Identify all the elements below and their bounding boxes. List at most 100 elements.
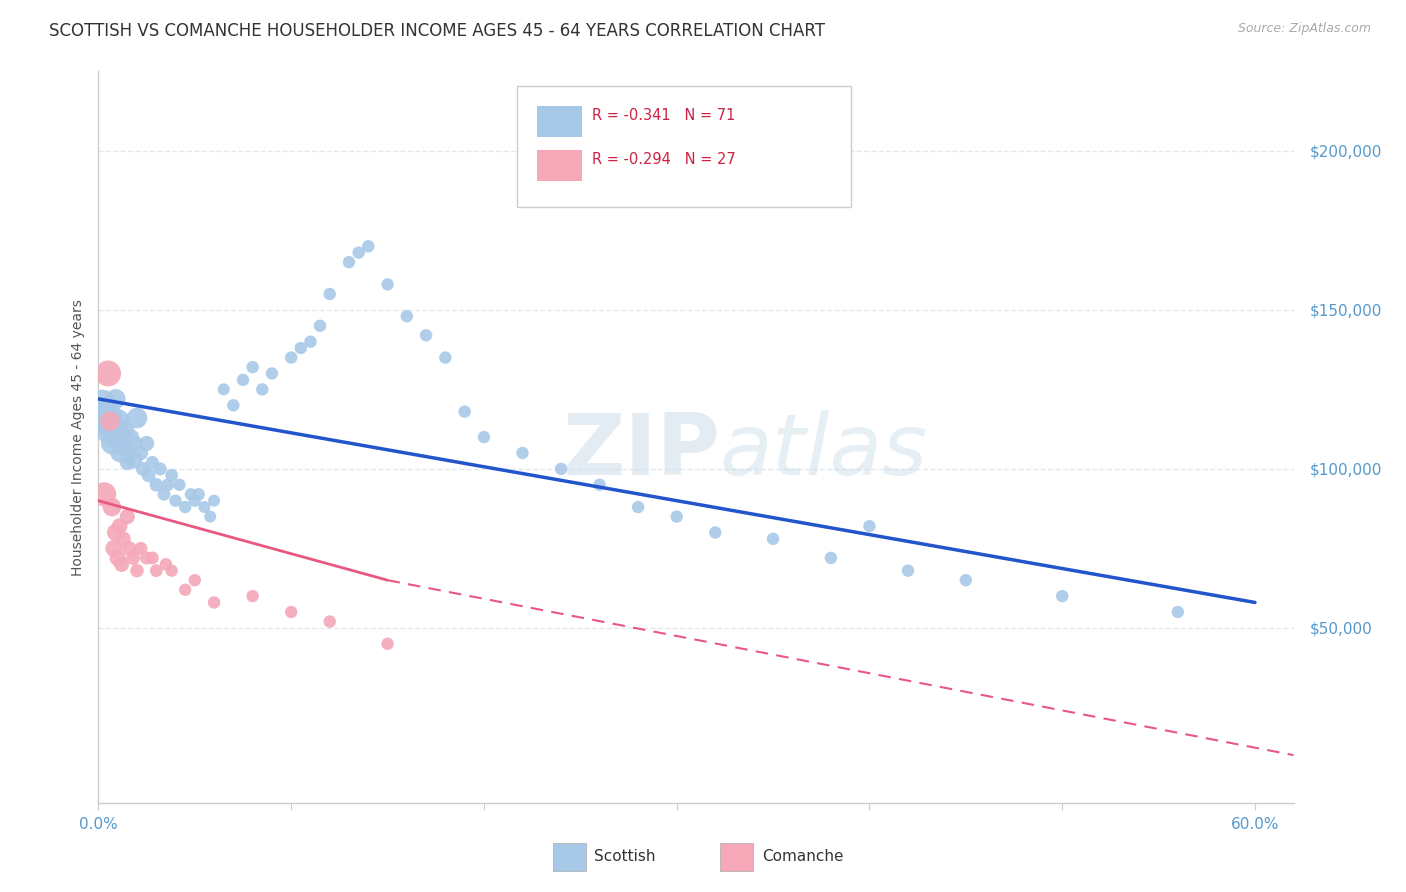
Point bbox=[588, 477, 610, 491]
Point bbox=[202, 595, 225, 609]
Point bbox=[200, 509, 222, 524]
Point bbox=[132, 462, 155, 476]
Point bbox=[118, 446, 141, 460]
Point bbox=[512, 446, 534, 460]
Point bbox=[395, 310, 418, 324]
Point bbox=[415, 328, 437, 343]
Point bbox=[453, 404, 475, 418]
FancyBboxPatch shape bbox=[553, 843, 586, 871]
Point bbox=[169, 477, 191, 491]
Point bbox=[347, 245, 370, 260]
Point bbox=[160, 564, 183, 578]
Point bbox=[107, 550, 129, 565]
Point bbox=[124, 436, 146, 450]
Point bbox=[252, 383, 274, 397]
Point bbox=[1050, 589, 1073, 603]
Point bbox=[141, 456, 163, 470]
Point bbox=[472, 430, 495, 444]
Point bbox=[149, 462, 172, 476]
Point bbox=[357, 239, 380, 253]
FancyBboxPatch shape bbox=[537, 106, 582, 137]
Point bbox=[897, 564, 920, 578]
Point bbox=[319, 287, 342, 301]
Point bbox=[319, 615, 342, 629]
Point bbox=[110, 436, 132, 450]
Point bbox=[160, 468, 183, 483]
Point bbox=[955, 573, 977, 587]
Point bbox=[104, 525, 127, 540]
Point bbox=[377, 637, 399, 651]
Point bbox=[104, 392, 127, 406]
Point bbox=[107, 414, 129, 428]
FancyBboxPatch shape bbox=[517, 86, 852, 207]
Point bbox=[704, 525, 727, 540]
Point bbox=[101, 436, 124, 450]
Point bbox=[112, 424, 135, 438]
Point bbox=[122, 452, 145, 467]
Text: R = -0.341   N = 71: R = -0.341 N = 71 bbox=[592, 108, 735, 123]
Point bbox=[129, 541, 152, 556]
Point bbox=[260, 367, 283, 381]
Point bbox=[377, 277, 399, 292]
Point bbox=[118, 541, 141, 556]
Point bbox=[156, 477, 179, 491]
Point bbox=[290, 341, 312, 355]
Point bbox=[299, 334, 322, 349]
FancyBboxPatch shape bbox=[720, 843, 754, 871]
Point bbox=[101, 500, 124, 514]
Point bbox=[93, 487, 115, 501]
Point bbox=[120, 430, 142, 444]
Point bbox=[202, 493, 225, 508]
Point bbox=[97, 424, 120, 438]
Point bbox=[145, 564, 167, 578]
Point bbox=[138, 468, 160, 483]
Point bbox=[110, 558, 132, 572]
Point bbox=[165, 493, 187, 508]
Text: Scottish: Scottish bbox=[595, 848, 655, 863]
Point bbox=[153, 487, 176, 501]
Point bbox=[858, 519, 880, 533]
Text: R = -0.294   N = 27: R = -0.294 N = 27 bbox=[592, 152, 735, 167]
Point bbox=[155, 558, 177, 572]
Point bbox=[98, 414, 121, 428]
Point bbox=[222, 398, 245, 412]
Point bbox=[97, 367, 120, 381]
Point bbox=[627, 500, 650, 514]
Point bbox=[103, 541, 125, 556]
Point bbox=[242, 360, 264, 375]
Point bbox=[117, 509, 139, 524]
Point bbox=[762, 532, 785, 546]
Point bbox=[91, 398, 114, 412]
Point bbox=[135, 436, 157, 450]
Point bbox=[108, 446, 131, 460]
Text: atlas: atlas bbox=[720, 410, 928, 493]
Point bbox=[174, 582, 197, 597]
Point bbox=[135, 550, 157, 565]
Point bbox=[141, 550, 163, 565]
Y-axis label: Householder Income Ages 45 - 64 years: Householder Income Ages 45 - 64 years bbox=[70, 299, 84, 575]
Point bbox=[337, 255, 360, 269]
Point bbox=[820, 550, 842, 565]
Point bbox=[125, 564, 148, 578]
Point bbox=[184, 573, 207, 587]
Text: SCOTTISH VS COMANCHE HOUSEHOLDER INCOME AGES 45 - 64 YEARS CORRELATION CHART: SCOTTISH VS COMANCHE HOUSEHOLDER INCOME … bbox=[49, 22, 825, 40]
Point bbox=[280, 351, 302, 365]
Point bbox=[232, 373, 254, 387]
Point bbox=[212, 383, 235, 397]
Point bbox=[94, 414, 117, 428]
Point bbox=[187, 487, 209, 501]
Point bbox=[180, 487, 202, 501]
Point bbox=[1167, 605, 1189, 619]
Point bbox=[98, 408, 121, 422]
Point bbox=[434, 351, 457, 365]
Point bbox=[114, 440, 136, 454]
Point bbox=[242, 589, 264, 603]
Point bbox=[309, 318, 332, 333]
Text: Comanche: Comanche bbox=[762, 848, 844, 863]
Point bbox=[550, 462, 572, 476]
Point bbox=[129, 446, 152, 460]
Point bbox=[184, 493, 207, 508]
FancyBboxPatch shape bbox=[537, 151, 582, 181]
Point bbox=[125, 411, 148, 425]
Point bbox=[112, 532, 135, 546]
